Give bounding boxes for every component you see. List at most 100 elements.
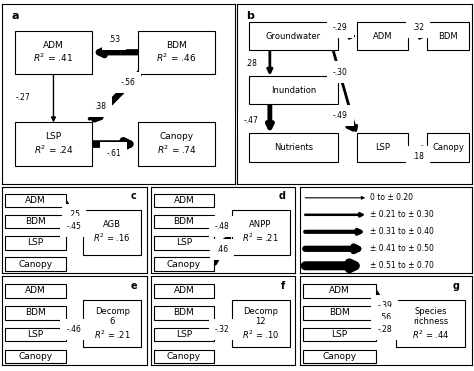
FancyBboxPatch shape: [5, 328, 66, 341]
FancyBboxPatch shape: [5, 349, 66, 364]
Text: -.39: -.39: [377, 301, 392, 310]
Text: c: c: [131, 191, 137, 201]
Text: -.28: -.28: [377, 325, 392, 334]
Text: ± 0.41 to ± 0.50: ± 0.41 to ± 0.50: [370, 244, 434, 253]
Text: ± 0.31 to ± 0.40: ± 0.31 to ± 0.40: [370, 227, 434, 236]
Text: d: d: [278, 191, 285, 201]
Text: -.29: -.29: [333, 23, 347, 32]
Text: ADM: ADM: [329, 286, 350, 295]
Text: LSP
$R^2$ = .24: LSP $R^2$ = .24: [34, 132, 73, 156]
Text: BDM: BDM: [25, 308, 46, 317]
Text: LSP: LSP: [375, 143, 390, 152]
Text: e: e: [130, 281, 137, 291]
FancyBboxPatch shape: [5, 257, 66, 271]
Text: .38: .38: [94, 102, 106, 111]
Text: .53: .53: [108, 35, 120, 44]
Text: Canopy: Canopy: [167, 352, 201, 361]
Text: 0 to ± 0.20: 0 to ± 0.20: [370, 193, 413, 202]
Text: -.30: -.30: [333, 68, 347, 76]
Text: Nutrients: Nutrients: [274, 143, 313, 152]
FancyBboxPatch shape: [427, 133, 469, 162]
FancyBboxPatch shape: [356, 22, 408, 50]
Text: ADM: ADM: [173, 196, 194, 205]
Text: Canopy: Canopy: [167, 260, 201, 269]
FancyBboxPatch shape: [303, 328, 375, 341]
Text: Decomp
6
$R^2$ = .21: Decomp 6 $R^2$ = .21: [94, 307, 131, 341]
FancyBboxPatch shape: [303, 284, 375, 298]
Text: -.48: -.48: [215, 222, 229, 231]
Text: BDM: BDM: [25, 217, 46, 226]
Text: g: g: [453, 281, 460, 291]
Text: Canopy: Canopy: [18, 352, 53, 361]
FancyBboxPatch shape: [154, 306, 214, 319]
FancyBboxPatch shape: [154, 236, 214, 250]
FancyBboxPatch shape: [15, 31, 92, 74]
FancyBboxPatch shape: [154, 257, 214, 271]
Text: .46: .46: [216, 245, 228, 254]
Text: Species
richness
$R^2$ = .44: Species richness $R^2$ = .44: [411, 307, 449, 341]
FancyBboxPatch shape: [83, 301, 141, 347]
Text: BDM: BDM: [438, 32, 458, 40]
FancyBboxPatch shape: [232, 301, 290, 347]
Text: ADM: ADM: [173, 286, 194, 295]
Text: Groundwater: Groundwater: [266, 32, 321, 40]
Text: Decomp
12
$R^2$ = .10: Decomp 12 $R^2$ = .10: [242, 307, 279, 341]
Text: BDM: BDM: [329, 308, 350, 317]
FancyBboxPatch shape: [303, 306, 375, 319]
Text: LSP: LSP: [331, 330, 347, 339]
FancyBboxPatch shape: [154, 194, 214, 207]
FancyBboxPatch shape: [5, 236, 66, 250]
Text: -.47: -.47: [244, 116, 258, 125]
Text: -.45: -.45: [66, 222, 81, 231]
FancyBboxPatch shape: [154, 349, 214, 364]
Text: ANPP
$R^2$ = .21: ANPP $R^2$ = .21: [242, 220, 279, 244]
Text: LSP: LSP: [27, 330, 44, 339]
Text: BDM
$R^2$ = .46: BDM $R^2$ = .46: [156, 40, 197, 64]
Text: -.46: -.46: [66, 325, 81, 334]
Text: LSP: LSP: [27, 238, 44, 247]
FancyBboxPatch shape: [396, 301, 465, 347]
Text: Canopy: Canopy: [322, 352, 356, 361]
Text: .32: .32: [411, 23, 424, 32]
Text: ADM
$R^2$ = .41: ADM $R^2$ = .41: [34, 40, 73, 64]
Text: .18: .18: [412, 152, 424, 161]
Text: a: a: [12, 11, 19, 21]
FancyBboxPatch shape: [83, 210, 141, 255]
FancyBboxPatch shape: [15, 122, 92, 165]
Text: Canopy: Canopy: [432, 143, 464, 152]
FancyBboxPatch shape: [5, 194, 66, 207]
FancyBboxPatch shape: [303, 349, 375, 364]
FancyBboxPatch shape: [249, 22, 338, 50]
Text: f: f: [281, 281, 285, 291]
Text: Inundation: Inundation: [271, 86, 316, 95]
Text: .28: .28: [245, 59, 257, 68]
Text: ADM: ADM: [373, 32, 392, 40]
FancyBboxPatch shape: [5, 284, 66, 298]
Text: .56: .56: [379, 313, 391, 322]
Text: -.61: -.61: [107, 148, 121, 158]
Text: ± 0.21 to ± 0.30: ± 0.21 to ± 0.30: [370, 210, 434, 219]
FancyBboxPatch shape: [154, 328, 214, 341]
FancyBboxPatch shape: [138, 31, 215, 74]
Text: -.56: -.56: [120, 78, 135, 88]
Text: Canopy: Canopy: [18, 260, 53, 269]
Text: LSP: LSP: [176, 238, 192, 247]
FancyBboxPatch shape: [154, 215, 214, 228]
Text: LSP: LSP: [176, 330, 192, 339]
Text: b: b: [246, 11, 254, 21]
FancyBboxPatch shape: [232, 210, 290, 255]
Text: Canopy
$R^2$ = .74: Canopy $R^2$ = .74: [157, 132, 196, 156]
FancyBboxPatch shape: [138, 122, 215, 165]
Text: BDM: BDM: [173, 217, 194, 226]
Text: ADM: ADM: [25, 286, 46, 295]
Text: ± 0.51 to ± 0.70: ± 0.51 to ± 0.70: [370, 261, 434, 270]
Text: -.49: -.49: [333, 111, 347, 120]
Text: ADM: ADM: [25, 196, 46, 205]
Text: -.27: -.27: [16, 93, 31, 102]
Text: AGB
$R^2$ = .16: AGB $R^2$ = .16: [93, 220, 131, 244]
FancyBboxPatch shape: [154, 284, 214, 298]
Text: BDM: BDM: [173, 308, 194, 317]
FancyBboxPatch shape: [427, 22, 469, 50]
FancyBboxPatch shape: [249, 133, 338, 162]
Text: .25: .25: [68, 210, 80, 219]
